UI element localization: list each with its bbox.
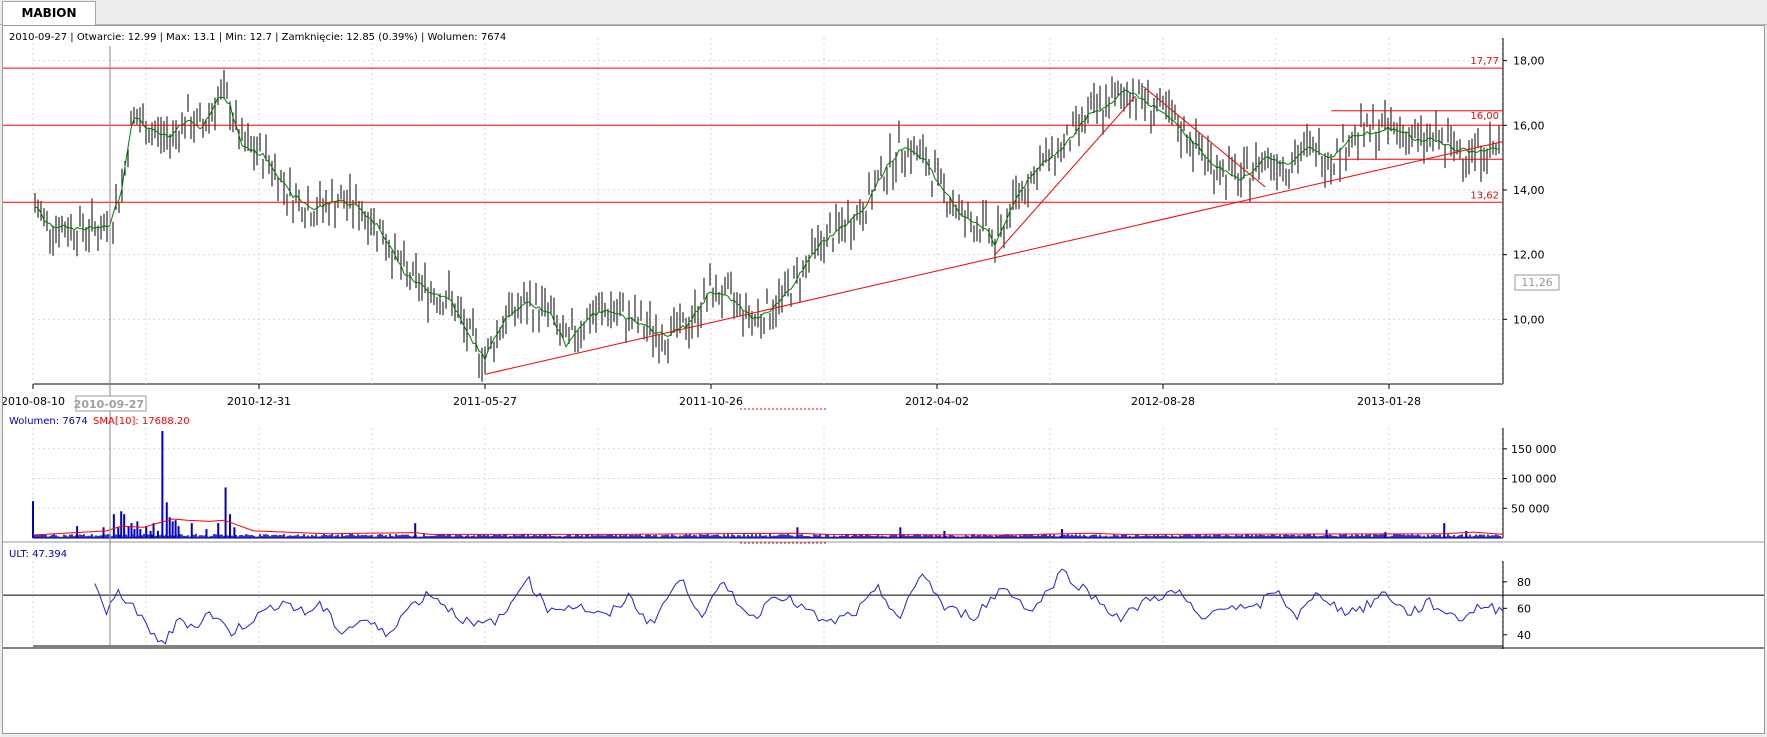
ult-y-tick-label: 40 [1517, 629, 1531, 642]
date-x-tick-label: 2011-05-27 [453, 395, 517, 408]
price-y-tick-label: 18,00 [1513, 55, 1545, 68]
ult-y-tick-label: 80 [1517, 576, 1531, 589]
crosshair-date-box [75, 395, 147, 412]
volume-y-tick-label: 150 000 [1511, 443, 1557, 456]
trend-line [994, 95, 1136, 255]
level-label-17-77: 17,77 [1470, 56, 1499, 67]
date-x-tick-label: 2012-08-28 [1131, 395, 1195, 408]
support-resistance-lines [3, 67, 1503, 203]
volume-sma-line [32, 518, 1504, 536]
trend-line [484, 140, 1504, 375]
price-y-tick-label: 14,00 [1513, 184, 1545, 197]
price-marker-box [1514, 274, 1560, 291]
chart-background [3, 26, 1764, 733]
chart-panel: 10,00 12,00 14,00 16,00 18,00 2010-08-10 2010… [1, 25, 1765, 734]
level-label-13-62: 13,62 [1470, 190, 1499, 201]
date-x-tick-label: 2010-12-31 [227, 395, 291, 408]
volume-label: Wolumen: 7674 [9, 416, 88, 427]
resistance-label: 16,00 [1470, 111, 1499, 122]
price-y-tick-label: 16,00 [1513, 119, 1545, 132]
date-x-tick-labels: 2010-08-10 2010-12-31 2011-05-27 2011-10-26… [1, 384, 1421, 408]
ult-y-tick-labels: 40 60 80 [1503, 576, 1531, 642]
tab-bar: MABION [0, 0, 1767, 25]
moving-average-line [34, 89, 1500, 362]
volume-sma-label: SMA[10]: 17688.20 [93, 416, 190, 427]
ult-line [94, 568, 1504, 645]
price-marker-value: 11,26 [1521, 276, 1553, 289]
volume-y-tick-label: 100 000 [1511, 473, 1557, 486]
ohlc-info-text: 2010-09-27 | Otwarcie: 12.99 | Max: 13.1… [9, 32, 506, 43]
price-y-tick-labels: 10,00 12,00 14,00 16,00 18,00 [1503, 55, 1545, 326]
date-x-tick-label: 2013-01-28 [1357, 395, 1421, 408]
date-x-tick-label: 2011-10-26 [679, 395, 743, 408]
crosshair-date-label: 2010-09-27 [74, 398, 144, 411]
ult-label: ULT: 47.394 [9, 549, 67, 560]
date-x-tick-label: 2010-08-10 [3, 395, 65, 408]
trend-line [1142, 86, 1266, 188]
price-y-tick-label: 12,00 [1513, 249, 1545, 262]
ult-y-tick-label: 60 [1517, 602, 1531, 615]
volume-bars [32, 430, 1501, 538]
volume-y-tick-labels: 50 000 100 000 150 000 [1503, 443, 1557, 515]
price-y-tick-label: 10,00 [1513, 313, 1545, 326]
tab-mabion[interactable]: MABION [2, 1, 96, 25]
date-x-tick-label: 2012-04-02 [905, 395, 969, 408]
volume-y-tick-label: 50 000 [1511, 502, 1550, 515]
trend-lines [484, 86, 1504, 375]
ult-reference-lines [3, 594, 1764, 649]
